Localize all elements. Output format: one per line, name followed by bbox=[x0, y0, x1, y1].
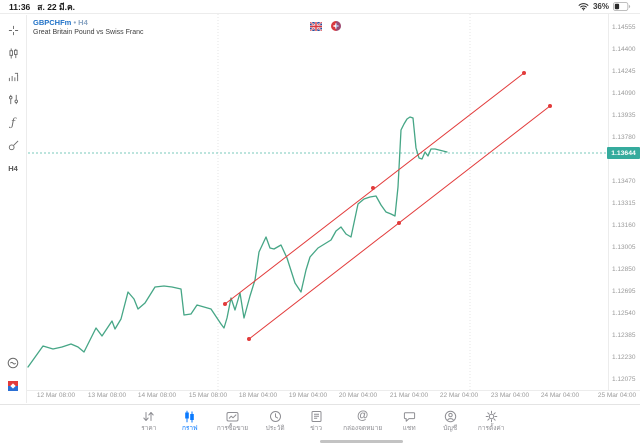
symbol-timeframe: H4 bbox=[78, 18, 88, 27]
time-label: 18 Mar 04:00 bbox=[238, 392, 278, 399]
price-label: 1.12075 bbox=[612, 376, 636, 383]
chart-type-candles-icon[interactable] bbox=[0, 42, 26, 65]
chart-candles-icon bbox=[183, 409, 196, 423]
price-label: 1.13470 bbox=[612, 178, 636, 185]
tab-chart[interactable]: กราฟ bbox=[176, 409, 204, 432]
price-label: 1.12850 bbox=[612, 266, 636, 273]
crosshair-icon[interactable] bbox=[0, 19, 26, 42]
bottom-tab-bar: ราคา กราฟ การซื้อขาย ประวัติ bbox=[0, 404, 640, 447]
symbol-name: GBPCHFm bbox=[33, 18, 72, 27]
indicators-bars-icon[interactable] bbox=[0, 65, 26, 88]
price-axis: 1.14555 1.14400 1.14245 1.14090 1.13935 1.137… bbox=[608, 14, 640, 390]
metatrader-logo-icon[interactable] bbox=[0, 374, 26, 397]
chart-header: GBPCHFm • H4 Great Britain Pound vs Swis… bbox=[33, 18, 144, 36]
mailbox-at-icon: @ bbox=[357, 410, 369, 422]
home-indicator[interactable] bbox=[320, 440, 403, 443]
tab-mailbox[interactable]: @ กล่องจดหมาย bbox=[343, 410, 383, 432]
price-label: 1.12540 bbox=[612, 310, 636, 317]
gbp-flag-icon[interactable] bbox=[310, 21, 322, 31]
time-axis: 12 Mar 08:00 13 Mar 08:00 14 Mar 08:00 15 M… bbox=[0, 392, 640, 403]
price-label: 1.13780 bbox=[612, 134, 636, 141]
symbol-description: Great Britain Pound vs Swiss Franc bbox=[33, 29, 144, 36]
time-label: 21 Mar 04:00 bbox=[389, 392, 429, 399]
time-label: 12 Mar 08:00 bbox=[36, 392, 76, 399]
symbol-title: GBPCHFm • H4 bbox=[33, 18, 88, 27]
price-label: 1.12385 bbox=[612, 332, 636, 339]
history-clock-icon bbox=[269, 409, 282, 423]
tab-accounts[interactable]: บัญชี bbox=[436, 409, 464, 432]
price-label: 1.12230 bbox=[612, 354, 636, 361]
tab-history[interactable]: ประวัติ bbox=[261, 409, 289, 432]
chart-tools-sidebar: ƒ H4 bbox=[0, 15, 27, 403]
chf-flag-icon[interactable] bbox=[331, 21, 341, 31]
tab-trade[interactable]: การซื้อขาย bbox=[217, 409, 248, 432]
chart-bottom-border bbox=[27, 390, 640, 391]
time-label: 23 Mar 04:00 bbox=[490, 392, 530, 399]
price-label: 1.14400 bbox=[612, 46, 636, 53]
accounts-person-icon bbox=[444, 409, 457, 423]
price-label: 1.13935 bbox=[612, 112, 636, 119]
status-bar: 11:36 ส. 22 มี.ค. 36% bbox=[0, 0, 640, 14]
sliders-icon[interactable] bbox=[0, 88, 26, 111]
time-label: 20 Mar 04:00 bbox=[338, 392, 378, 399]
time-label: 24 Mar 04:00 bbox=[540, 392, 580, 399]
wifi-icon bbox=[578, 2, 589, 11]
news-document-icon bbox=[310, 409, 323, 423]
currency-flags bbox=[310, 21, 341, 31]
price-label: 1.13315 bbox=[612, 200, 636, 207]
battery-icon bbox=[613, 2, 631, 11]
function-indicator-icon[interactable]: ƒ bbox=[10, 116, 16, 129]
current-price-badge: 1.13644 bbox=[607, 147, 640, 159]
price-label: 1.14555 bbox=[612, 24, 636, 31]
chat-bubble-icon bbox=[403, 409, 416, 423]
battery-percent: 36% bbox=[592, 2, 609, 11]
time-label: 14 Mar 08:00 bbox=[137, 392, 177, 399]
price-label: 1.14090 bbox=[612, 90, 636, 97]
objects-icon[interactable] bbox=[0, 134, 26, 157]
price-label: 1.12695 bbox=[612, 288, 636, 295]
time-label: 25 Mar 04:00 bbox=[597, 392, 637, 399]
wave-circle-icon[interactable] bbox=[0, 351, 26, 374]
tab-news[interactable]: ข่าว bbox=[302, 409, 330, 432]
price-label: 1.13005 bbox=[612, 244, 636, 251]
timeframe-button[interactable]: H4 bbox=[8, 164, 18, 173]
time-label: 22 Mar 04:00 bbox=[439, 392, 479, 399]
time-label: 19 Mar 04:00 bbox=[288, 392, 328, 399]
status-time: 11:36 bbox=[9, 1, 31, 12]
tab-chat[interactable]: แชท bbox=[395, 409, 423, 432]
price-label: 1.13160 bbox=[612, 222, 636, 229]
status-date: ส. 22 มี.ค. bbox=[37, 1, 76, 12]
trade-chart-box-icon bbox=[226, 409, 239, 423]
time-label: 15 Mar 08:00 bbox=[188, 392, 228, 399]
time-label: 13 Mar 08:00 bbox=[87, 392, 127, 399]
price-label: 1.14245 bbox=[612, 68, 636, 75]
settings-gear-icon bbox=[485, 409, 498, 423]
quotes-arrows-icon bbox=[142, 409, 155, 423]
tab-settings[interactable]: การตั้งค่า bbox=[477, 409, 505, 432]
tab-quotes[interactable]: ราคา bbox=[135, 409, 163, 432]
